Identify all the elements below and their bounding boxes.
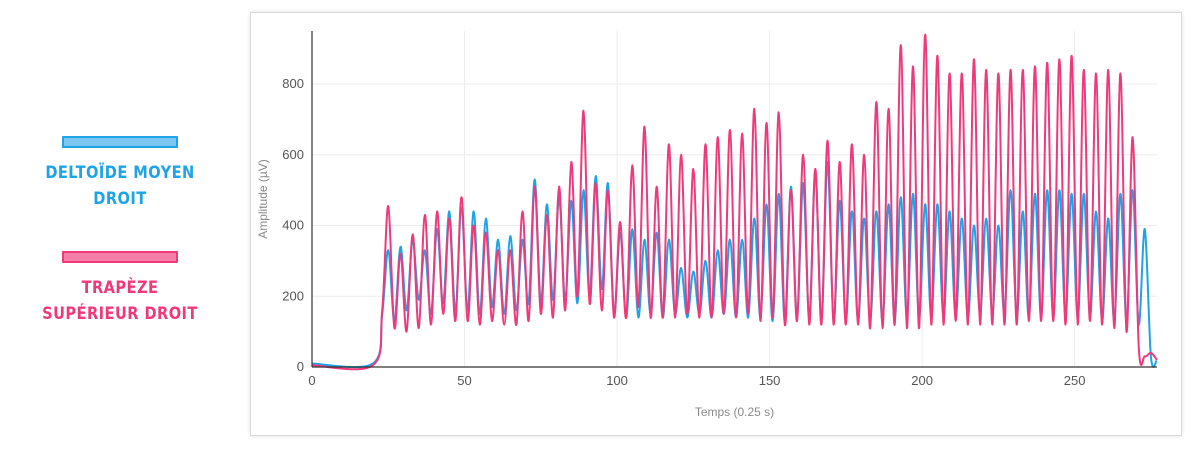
legend-item-trapeze: TRAPÈZE SUPÉRIEUR DROIT — [20, 251, 220, 327]
y-tick-label: 400 — [282, 218, 304, 233]
legend-label-trapeze: TRAPÈZE SUPÉRIEUR DROIT — [42, 278, 198, 324]
x-tick-label: 200 — [911, 373, 933, 388]
line-chart: 0 200 400 600 800 0 50 100 150 200 250 Temps (0.25… — [256, 31, 1158, 419]
series-lines — [311, 33, 1158, 371]
y-tick-label: 600 — [282, 147, 304, 162]
grid-lines — [312, 31, 1157, 367]
x-tick-label: 150 — [759, 373, 781, 388]
y-tick-label: 800 — [282, 76, 304, 91]
tick-labels: 0 200 400 600 800 0 50 100 150 200 250 — [282, 76, 1085, 388]
chart-panel: 0 200 400 600 800 0 50 100 150 200 250 Temps (0.25… — [250, 12, 1182, 436]
y-tick-label: 200 — [282, 288, 304, 303]
x-tick-label: 250 — [1064, 373, 1086, 388]
legend-item-deltoide: DELTOÏDE MOYEN DROIT — [20, 136, 220, 212]
axes — [311, 31, 1157, 368]
x-tick-label: 50 — [457, 373, 471, 388]
y-axis-title: Amplitude (µV) — [256, 159, 270, 239]
chart-legend: DELTOÏDE MOYEN DROIT TRAPÈZE SUPÉRIEUR D… — [0, 0, 240, 453]
y-tick-label: 0 — [297, 359, 304, 374]
series-line-trapeze — [311, 33, 1158, 371]
legend-swatch-deltoide — [62, 136, 178, 148]
x-tick-label: 0 — [308, 373, 315, 388]
x-axis-title: Temps (0.25 s) — [695, 405, 774, 419]
legend-swatch-trapeze — [62, 251, 178, 263]
x-tick-label: 100 — [606, 373, 628, 388]
legend-label-deltoide: DELTOÏDE MOYEN DROIT — [45, 163, 195, 209]
